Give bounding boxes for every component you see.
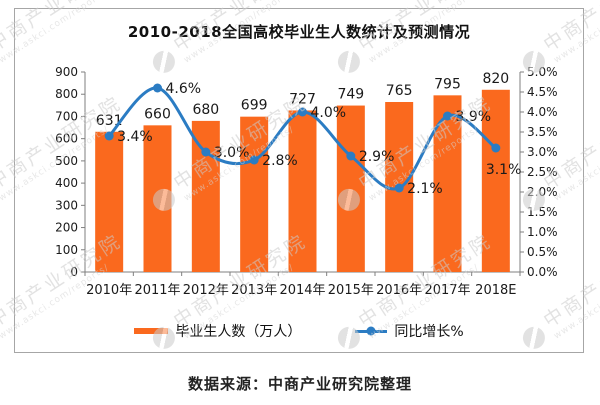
- right-axis-tick-label: 4.0%: [527, 105, 558, 119]
- x-axis-label: 2011年: [134, 283, 180, 298]
- x-axis-label: 2012年: [183, 283, 229, 298]
- left-axis-tick-label: 300: [55, 198, 78, 212]
- growth-point: [491, 143, 501, 153]
- bar-value-label: 765: [386, 83, 413, 99]
- bar-value-label: 820: [482, 71, 509, 87]
- growth-point: [443, 111, 452, 121]
- bar-value-label: 631: [96, 113, 123, 129]
- right-axis-tick-label: 1.5%: [527, 205, 558, 219]
- left-axis-tick-label: 200: [55, 221, 78, 235]
- right-axis-tick-label: 0.0%: [527, 265, 558, 279]
- bar-value-label: 680: [192, 102, 219, 118]
- right-axis-tick-label: 3.5%: [527, 125, 558, 139]
- left-axis-tick-label: 500: [55, 154, 78, 168]
- right-axis-tick-label: 1.0%: [527, 225, 558, 239]
- legend: 毕业生人数（万人） 同比增长%: [15, 321, 583, 341]
- left-axis-tick-label: 400: [55, 176, 78, 190]
- x-axis-label: 2010年: [86, 283, 132, 298]
- growth-point: [346, 151, 356, 161]
- left-axis-tick-label: 700: [55, 109, 78, 123]
- x-axis-label: 2013年: [231, 283, 277, 298]
- growth-point: [153, 83, 162, 93]
- line-series-swatch-icon: [355, 326, 388, 336]
- growth-value-label: 4.6%: [166, 81, 202, 97]
- growth-value-label: 3.9%: [456, 109, 492, 125]
- legend-label-graduates: 毕业生人数（万人）: [175, 324, 302, 340]
- legend-label-growth: 同比增长%: [394, 324, 464, 340]
- left-axis-tick-label: 900: [55, 65, 78, 79]
- right-axis-tick-label: 0.5%: [527, 245, 558, 259]
- right-axis-tick-label: 2.0%: [527, 185, 558, 199]
- bar: [336, 105, 365, 272]
- x-axis-label: 2016年: [376, 283, 422, 298]
- bar: [240, 116, 269, 272]
- growth-value-label: 2.9%: [359, 149, 395, 165]
- right-axis-tick-label: 3.0%: [527, 145, 558, 159]
- chart-plot: 0 100 200 300 400 500 600 700 800 900 0.0% 0.5% 1.0%…: [55, 65, 558, 298]
- growth-point: [298, 107, 307, 117]
- bar-value-label: 660: [144, 106, 171, 122]
- left-axis-tick-label: 600: [55, 132, 78, 146]
- x-axis-label: 2014年: [279, 283, 325, 298]
- growth-value-label: 2.8%: [262, 153, 298, 169]
- x-axis-label: 2018E: [475, 283, 516, 298]
- bar: [288, 110, 317, 272]
- left-axis-tick-label: 800: [55, 87, 78, 101]
- growth-value-label: 3.0%: [214, 145, 250, 161]
- left-axis-tick-label: 0: [70, 265, 78, 279]
- growth-point: [104, 131, 114, 141]
- x-axis-label: 2017年: [424, 283, 470, 298]
- bar-value-label: 699: [241, 98, 268, 114]
- chart-frame: 2010-2018全国高校毕业生人数统计及预测情况 0 100 200 300 400 5…: [14, 8, 584, 353]
- bar: [95, 131, 124, 272]
- right-axis-tick-label: 5.0%: [527, 65, 558, 79]
- growth-value-label: 3.4%: [117, 129, 153, 145]
- growth-value-label: 2.1%: [407, 181, 443, 197]
- chart-title: 2010-2018全国高校毕业生人数统计及预测情况: [127, 23, 471, 41]
- bar-value-label: 749: [337, 87, 364, 103]
- right-axis-tick-label: 4.5%: [527, 85, 558, 99]
- data-source-text: 数据来源：中商产业研究院整理: [187, 375, 412, 393]
- bar-value-label: 727: [289, 91, 316, 107]
- growth-value-label: 4.0%: [311, 105, 347, 121]
- bar: [143, 125, 172, 272]
- left-axis-tick-label: 100: [55, 243, 78, 257]
- bar: [191, 120, 220, 272]
- line-marker-dot-icon: [366, 326, 376, 336]
- legend-item-growth: 同比增长%: [355, 321, 464, 341]
- x-axis-label: 2015年: [328, 283, 374, 298]
- right-axis-tick-label: 2.5%: [527, 165, 558, 179]
- growth-point: [201, 147, 211, 157]
- bar-value-label: 795: [434, 76, 461, 92]
- legend-item-graduates: 毕业生人数（万人）: [134, 321, 301, 341]
- bar: [481, 89, 510, 273]
- growth-value-label: 3.1%: [486, 162, 522, 178]
- growth-point: [394, 183, 404, 193]
- growth-point: [249, 155, 259, 165]
- bar-series-swatch-icon: [134, 328, 169, 334]
